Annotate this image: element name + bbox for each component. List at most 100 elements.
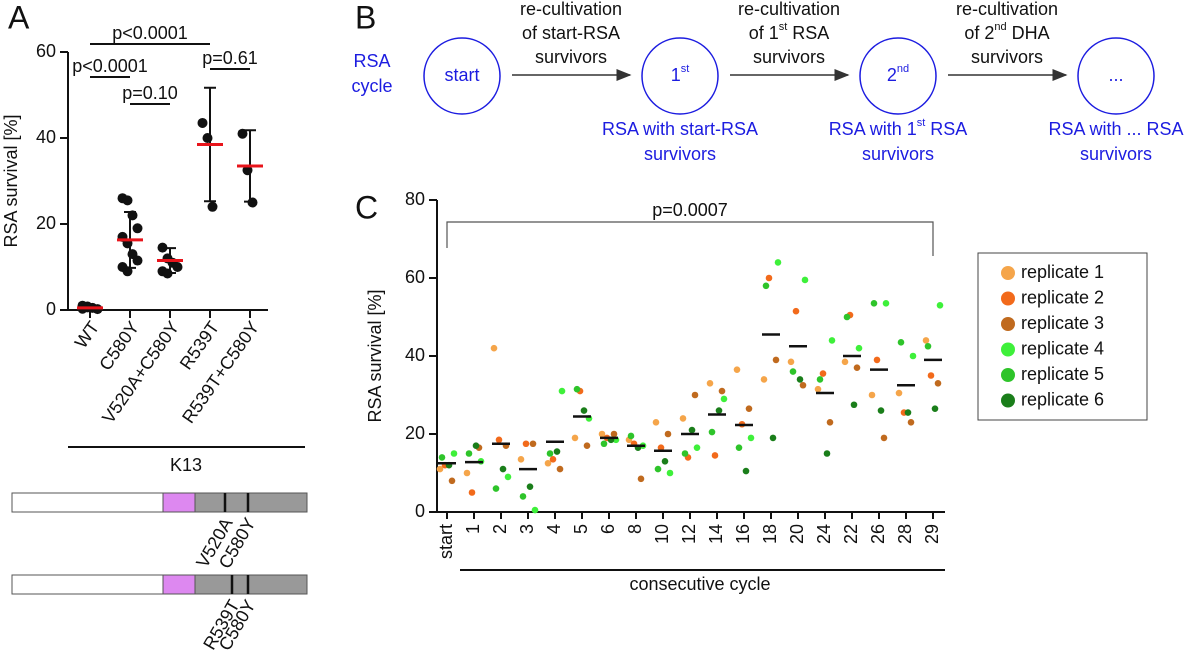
data-point bbox=[583, 442, 591, 450]
data-point bbox=[157, 242, 168, 253]
data-point bbox=[172, 262, 183, 272]
construct-domain bbox=[194, 492, 308, 513]
data-point bbox=[544, 459, 552, 467]
data-point bbox=[499, 465, 507, 473]
data-point bbox=[531, 506, 539, 514]
text-line: survivors bbox=[1080, 144, 1152, 164]
data-point bbox=[792, 307, 800, 315]
text-segment: RSA bbox=[787, 23, 829, 43]
y-tick-label: 20 bbox=[405, 423, 425, 443]
text-segment: 1 bbox=[671, 65, 681, 85]
x-axis-label: consecutive cycle bbox=[629, 574, 770, 594]
data-point bbox=[463, 469, 471, 477]
data-point bbox=[733, 366, 741, 373]
x-tick-label: 10 bbox=[652, 524, 672, 544]
data-point bbox=[909, 352, 917, 360]
text-line: 1st bbox=[671, 63, 690, 85]
legend-swatch bbox=[1001, 266, 1015, 280]
legend-label: replicate 2 bbox=[1021, 287, 1104, 307]
data-point bbox=[556, 465, 564, 473]
data-point bbox=[789, 368, 797, 375]
data-point bbox=[843, 313, 851, 321]
legend-swatch bbox=[1001, 317, 1015, 331]
data-point bbox=[450, 450, 458, 457]
data-point bbox=[679, 415, 687, 422]
cycle-node bbox=[859, 37, 937, 115]
data-point bbox=[931, 405, 939, 412]
x-tick-label: 5 bbox=[571, 524, 591, 534]
data-point bbox=[681, 450, 689, 457]
data-point bbox=[132, 255, 143, 266]
x-tick-label: 20 bbox=[787, 524, 807, 544]
data-point bbox=[934, 380, 942, 387]
data-point bbox=[880, 434, 888, 442]
legend-swatch bbox=[1001, 291, 1015, 306]
cycle-node bbox=[641, 37, 719, 115]
data-point bbox=[526, 483, 534, 490]
superscript: st bbox=[917, 117, 926, 129]
legend-swatch bbox=[1001, 368, 1015, 382]
text-line: survivors bbox=[535, 47, 607, 67]
text-segment: start bbox=[444, 65, 479, 85]
data-point bbox=[855, 344, 863, 352]
data-point bbox=[706, 380, 714, 387]
data-point bbox=[664, 430, 672, 438]
text-segment: survivors bbox=[971, 47, 1043, 67]
x-tick-label: start bbox=[436, 524, 456, 559]
legend-swatch bbox=[1001, 393, 1015, 408]
data-point bbox=[828, 337, 836, 344]
data-point bbox=[772, 356, 780, 364]
data-point bbox=[715, 407, 723, 414]
data-point bbox=[472, 442, 480, 450]
x-tick-label: 8 bbox=[625, 524, 645, 534]
data-point bbox=[718, 387, 726, 395]
legend-label: replicate 5 bbox=[1021, 364, 1104, 384]
data-point bbox=[448, 477, 456, 485]
data-point bbox=[924, 342, 932, 350]
text-segment: re-cultivation bbox=[956, 0, 1058, 19]
data-point bbox=[762, 282, 770, 290]
y-tick-label: 0 bbox=[415, 501, 425, 521]
data-point bbox=[708, 428, 716, 436]
data-point bbox=[895, 389, 903, 397]
text-segment: DHA bbox=[1007, 23, 1050, 43]
text-segment: of 2 bbox=[964, 23, 994, 43]
panel-label: A bbox=[8, 0, 30, 35]
text-line: re-cultivation bbox=[738, 0, 840, 19]
construct-domain bbox=[162, 492, 196, 513]
x-tick-label: 16 bbox=[733, 524, 753, 544]
data-point bbox=[490, 344, 498, 352]
data-point bbox=[816, 376, 824, 383]
y-axis-label: RSA survival [%] bbox=[365, 289, 385, 422]
y-tick-label: 40 bbox=[36, 127, 56, 147]
text-segment: re-cultivation bbox=[520, 0, 622, 19]
data-point bbox=[760, 376, 768, 383]
data-point bbox=[492, 485, 500, 492]
x-tick-label: 22 bbox=[841, 524, 861, 544]
x-tick-label: 26 bbox=[868, 524, 888, 544]
text-line: ... bbox=[1108, 65, 1123, 85]
x-tick-label: 2 bbox=[490, 524, 510, 534]
data-point bbox=[558, 387, 566, 395]
x-tick-label: 6 bbox=[598, 524, 618, 534]
text-line: RSA with ... RSA bbox=[1048, 119, 1183, 139]
text-line: of 1st RSA bbox=[749, 21, 830, 43]
data-point bbox=[207, 201, 218, 212]
text-segment: 2 bbox=[887, 65, 897, 85]
y-tick-label: 40 bbox=[405, 345, 425, 365]
y-tick-label: 60 bbox=[36, 41, 56, 61]
data-point bbox=[693, 444, 701, 451]
data-point bbox=[522, 440, 530, 448]
data-point bbox=[553, 448, 561, 455]
text-segment: RSA bbox=[925, 119, 967, 139]
data-point bbox=[549, 456, 557, 463]
panel-label: B bbox=[355, 0, 376, 35]
data-point bbox=[868, 391, 876, 399]
text-line: survivors bbox=[644, 144, 716, 164]
comparison-bracket bbox=[446, 221, 934, 256]
construct-bar bbox=[11, 492, 164, 513]
text-segment: RSA with start-RSA bbox=[602, 119, 758, 139]
cycle-node bbox=[423, 37, 501, 115]
